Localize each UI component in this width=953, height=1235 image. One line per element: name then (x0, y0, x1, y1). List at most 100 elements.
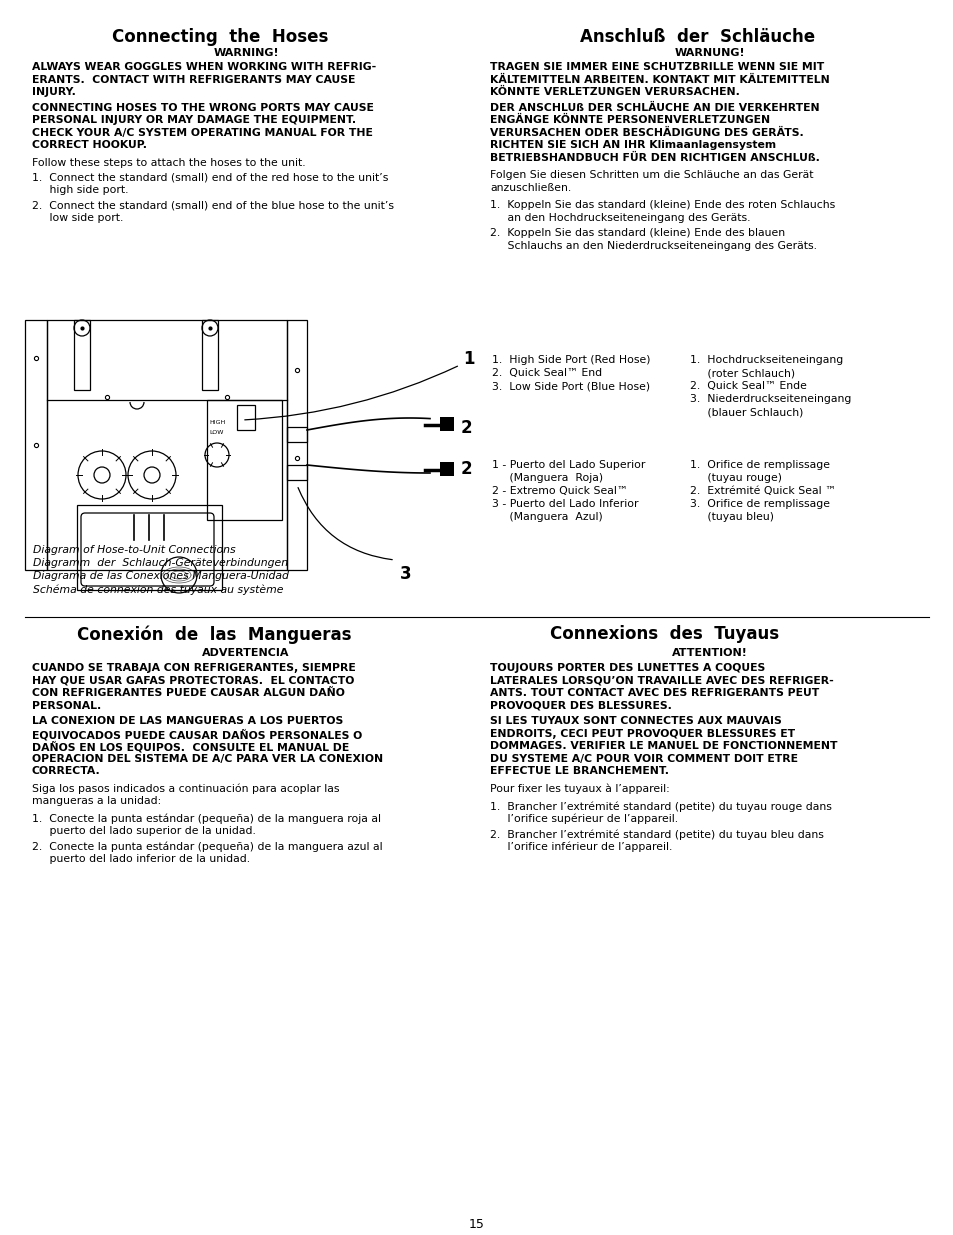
Bar (202, 320, 218, 390)
Text: 15: 15 (469, 1218, 484, 1231)
Text: 1.  Brancher l’extrémité standard (petite) du tuyau rouge dans: 1. Brancher l’extrémité standard (petite… (490, 802, 831, 811)
Text: ATTENTION!: ATTENTION! (671, 648, 747, 658)
Text: RICHTEN SIE SICH AN IHR Klimaanlagensystem: RICHTEN SIE SICH AN IHR Klimaanlagensyst… (490, 140, 776, 149)
Text: 1.  Koppeln Sie das standard (kleine) Ende des roten Schlauchs: 1. Koppeln Sie das standard (kleine) End… (490, 200, 835, 210)
Bar (47, 320, 287, 571)
Bar (236, 405, 254, 430)
Text: 3.  Niederdruckseiteneingang: 3. Niederdruckseiteneingang (689, 394, 850, 404)
Text: EFFECTUE LE BRANCHEMENT.: EFFECTUE LE BRANCHEMENT. (490, 766, 668, 776)
Bar (77, 505, 222, 590)
Text: (Manguera  Azul): (Manguera Azul) (492, 513, 602, 522)
Bar (25, 320, 47, 571)
Text: Conexión  de  las  Mangueras: Conexión de las Mangueras (77, 625, 351, 643)
Text: Pour fixer les tuyaux à l’appareil:: Pour fixer les tuyaux à l’appareil: (490, 783, 669, 794)
Text: Anschluß  der  Schläuche: Anschluß der Schläuche (579, 28, 814, 46)
Text: DOMMAGES. VERIFIER LE MANUEL DE FONCTIONNEMENT: DOMMAGES. VERIFIER LE MANUEL DE FONCTION… (490, 741, 837, 751)
Text: CUANDO SE TRABAJA CON REFRIGERANTES, SIEMPRE: CUANDO SE TRABAJA CON REFRIGERANTES, SIE… (32, 663, 355, 673)
Text: DAÑOS EN LOS EQUIPOS.  CONSULTE EL MANUAL DE: DAÑOS EN LOS EQUIPOS. CONSULTE EL MANUAL… (32, 741, 349, 752)
Text: 2: 2 (460, 419, 472, 437)
Text: Folgen Sie diesen Schritten um die Schläuche an das Gerät: Folgen Sie diesen Schritten um die Schlä… (490, 170, 813, 180)
Text: ANTS. TOUT CONTACT AVEC DES REFRIGERANTS PEUT: ANTS. TOUT CONTACT AVEC DES REFRIGERANTS… (490, 688, 819, 698)
Text: 1 - Puerto del Lado Superior: 1 - Puerto del Lado Superior (492, 459, 644, 471)
Text: (tuyau bleu): (tuyau bleu) (689, 513, 773, 522)
Text: Diagram of Hose-to-Unit Connections: Diagram of Hose-to-Unit Connections (33, 545, 235, 555)
Text: l’orifice supérieur de l’appareil.: l’orifice supérieur de l’appareil. (490, 814, 678, 825)
Text: l’orifice inférieur de l’appareil.: l’orifice inférieur de l’appareil. (490, 842, 672, 852)
Text: LA CONEXION DE LAS MANGUERAS A LOS PUERTOS: LA CONEXION DE LAS MANGUERAS A LOS PUERT… (32, 716, 343, 726)
Text: 1.  Connect the standard (small) end of the red hose to the unit’s: 1. Connect the standard (small) end of t… (32, 173, 388, 183)
Text: HAY QUE USAR GAFAS PROTECTORAS.  EL CONTACTO: HAY QUE USAR GAFAS PROTECTORAS. EL CONTA… (32, 676, 354, 685)
Text: 2.  Brancher l’extrémité standard (petite) du tuyau bleu dans: 2. Brancher l’extrémité standard (petite… (490, 830, 823, 840)
Text: Follow these steps to attach the hoses to the unit.: Follow these steps to attach the hoses t… (32, 158, 305, 168)
Text: ALWAYS WEAR GOGGLES WHEN WORKING WITH REFRIG-: ALWAYS WEAR GOGGLES WHEN WORKING WITH RE… (32, 62, 375, 72)
Text: 2.  Koppeln Sie das standard (kleine) Ende des blauen: 2. Koppeln Sie das standard (kleine) End… (490, 228, 784, 238)
Text: 2: 2 (460, 459, 472, 478)
Text: puerto del lado superior de la unidad.: puerto del lado superior de la unidad. (32, 826, 255, 836)
Text: DER ANSCHLUß DER SCHLÄUCHE AN DIE VERKEHRTEN: DER ANSCHLUß DER SCHLÄUCHE AN DIE VERKEH… (490, 103, 819, 112)
Text: WARNING!: WARNING! (213, 48, 278, 58)
Text: 3: 3 (399, 564, 411, 583)
Text: HIGH: HIGH (209, 420, 225, 425)
Text: OPERACION DEL SISTEMA DE A/C PARA VER LA CONEXION: OPERACION DEL SISTEMA DE A/C PARA VER LA… (32, 753, 383, 763)
Text: high side port.: high side port. (32, 185, 129, 195)
Text: BETRIEBSHANDBUCH FÜR DEN RICHTIGEN ANSCHLUß.: BETRIEBSHANDBUCH FÜR DEN RICHTIGEN ANSCH… (490, 152, 819, 163)
Text: (Manguera  Roja): (Manguera Roja) (492, 473, 602, 483)
Text: Diagramm  der  Schlauch-Geräteverbindungen: Diagramm der Schlauch-Geräteverbindungen (33, 558, 288, 568)
Text: 1.  Conecte la punta estándar (pequeña) de la manguera roja al: 1. Conecte la punta estándar (pequeña) d… (32, 814, 380, 824)
Text: WARNUNG!: WARNUNG! (674, 48, 744, 58)
Text: 2.  Quick Seal™ Ende: 2. Quick Seal™ Ende (689, 382, 806, 391)
Bar (287, 320, 307, 571)
Text: 1.  Orifice de remplissage: 1. Orifice de remplissage (689, 459, 829, 471)
Text: Connexions  des  Tuyaus: Connexions des Tuyaus (550, 625, 779, 643)
Text: Schéma de connexion des tuyaux au système: Schéma de connexion des tuyaux au systèm… (33, 584, 283, 594)
Text: PERSONAL INJURY OR MAY DAMAGE THE EQUIPMENT.: PERSONAL INJURY OR MAY DAMAGE THE EQUIPM… (32, 115, 355, 125)
Text: KÖNNTE VERLETZUNGEN VERURSACHEN.: KÖNNTE VERLETZUNGEN VERURSACHEN. (490, 86, 740, 98)
Text: (roter Schlauch): (roter Schlauch) (689, 368, 794, 378)
Text: 1.  Hochdruckseiteneingang: 1. Hochdruckseiteneingang (689, 354, 842, 366)
Bar (439, 462, 454, 475)
Text: LOW: LOW (209, 430, 223, 435)
Text: (blauer Schlauch): (blauer Schlauch) (689, 408, 802, 417)
Text: EQUIVOCADOS PUEDE CAUSAR DAÑOS PERSONALES O: EQUIVOCADOS PUEDE CAUSAR DAÑOS PERSONALE… (32, 729, 362, 740)
Text: 3.  Low Side Port (Blue Hose): 3. Low Side Port (Blue Hose) (492, 382, 649, 391)
Text: CHECK YOUR A/C SYSTEM OPERATING MANUAL FOR THE: CHECK YOUR A/C SYSTEM OPERATING MANUAL F… (32, 127, 373, 137)
Text: 1.  High Side Port (Red Hose): 1. High Side Port (Red Hose) (492, 354, 650, 366)
Text: Schlauchs an den Niederdruckseiteneingang des Geräts.: Schlauchs an den Niederdruckseiteneingan… (490, 241, 816, 251)
Text: DU SYSTEME A/C POUR VOIR COMMENT DOIT ETRE: DU SYSTEME A/C POUR VOIR COMMENT DOIT ET… (490, 753, 797, 763)
Bar (74, 320, 90, 390)
Text: ERANTS.  CONTACT WITH REFRIGERANTS MAY CAUSE: ERANTS. CONTACT WITH REFRIGERANTS MAY CA… (32, 74, 355, 84)
Text: Siga los pasos indicados a continuación para acoplar las: Siga los pasos indicados a continuación … (32, 783, 339, 794)
Text: 2.  Extrémité Quick Seal ™: 2. Extrémité Quick Seal ™ (689, 487, 835, 496)
Text: ENDROITS, CECI PEUT PROVOQUER BLESSURES ET: ENDROITS, CECI PEUT PROVOQUER BLESSURES … (490, 729, 794, 739)
Bar (439, 417, 454, 431)
Text: VERURSACHEN ODER BESCHÄDIGUNG DES GERÄTS.: VERURSACHEN ODER BESCHÄDIGUNG DES GERÄTS… (490, 127, 803, 137)
Text: anzuschließen.: anzuschließen. (490, 183, 571, 193)
Text: PERSONAL.: PERSONAL. (32, 700, 101, 710)
Text: CORRECT HOOKUP.: CORRECT HOOKUP. (32, 140, 147, 149)
Text: CORRECTA.: CORRECTA. (32, 766, 101, 776)
Text: PROVOQUER DES BLESSURES.: PROVOQUER DES BLESSURES. (490, 700, 671, 710)
Text: 1: 1 (462, 350, 474, 368)
Text: TOUJOURS PORTER DES LUNETTES A COQUES: TOUJOURS PORTER DES LUNETTES A COQUES (490, 663, 764, 673)
Text: (tuyau rouge): (tuyau rouge) (689, 473, 781, 483)
Text: 2.  Quick Seal™ End: 2. Quick Seal™ End (492, 368, 601, 378)
Text: puerto del lado inferior de la unidad.: puerto del lado inferior de la unidad. (32, 853, 250, 864)
Text: 2.  Connect the standard (small) end of the blue hose to the unit’s: 2. Connect the standard (small) end of t… (32, 200, 394, 210)
Text: ADVERTENCIA: ADVERTENCIA (202, 648, 290, 658)
Text: 3 - Puerto del Lado Inferior: 3 - Puerto del Lado Inferior (492, 499, 638, 509)
Text: low side port.: low side port. (32, 212, 123, 224)
Text: TRAGEN SIE IMMER EINE SCHUTZBRILLE WENN SIE MIT: TRAGEN SIE IMMER EINE SCHUTZBRILLE WENN … (490, 62, 823, 72)
Text: ENGÄNGE KÖNNTE PERSONENVERLETZUNGEN: ENGÄNGE KÖNNTE PERSONENVERLETZUNGEN (490, 115, 769, 125)
Text: Diagrama de las Conexiones Manguera-Unidad: Diagrama de las Conexiones Manguera-Unid… (33, 571, 289, 580)
Text: 2.  Conecte la punta estándar (pequeña) de la manguera azul al: 2. Conecte la punta estándar (pequeña) d… (32, 841, 382, 852)
Text: CON REFRIGERANTES PUEDE CAUSAR ALGUN DAÑO: CON REFRIGERANTES PUEDE CAUSAR ALGUN DAÑ… (32, 688, 345, 698)
Text: KÄLTEMITTELN ARBEITEN. KONTAKT MIT KÄLTEMITTELN: KÄLTEMITTELN ARBEITEN. KONTAKT MIT KÄLTE… (490, 74, 829, 84)
Text: SI LES TUYAUX SONT CONNECTES AUX MAUVAIS: SI LES TUYAUX SONT CONNECTES AUX MAUVAIS (490, 716, 781, 726)
Bar (287, 466, 307, 480)
Text: an den Hochdruckseiteneingang des Geräts.: an den Hochdruckseiteneingang des Geräts… (490, 212, 750, 222)
Text: INJURY.: INJURY. (32, 86, 76, 98)
Bar (207, 400, 282, 520)
Text: 3.  Orifice de remplissage: 3. Orifice de remplissage (689, 499, 829, 509)
Text: Connecting  the  Hoses: Connecting the Hoses (112, 28, 328, 46)
Bar (287, 427, 307, 442)
